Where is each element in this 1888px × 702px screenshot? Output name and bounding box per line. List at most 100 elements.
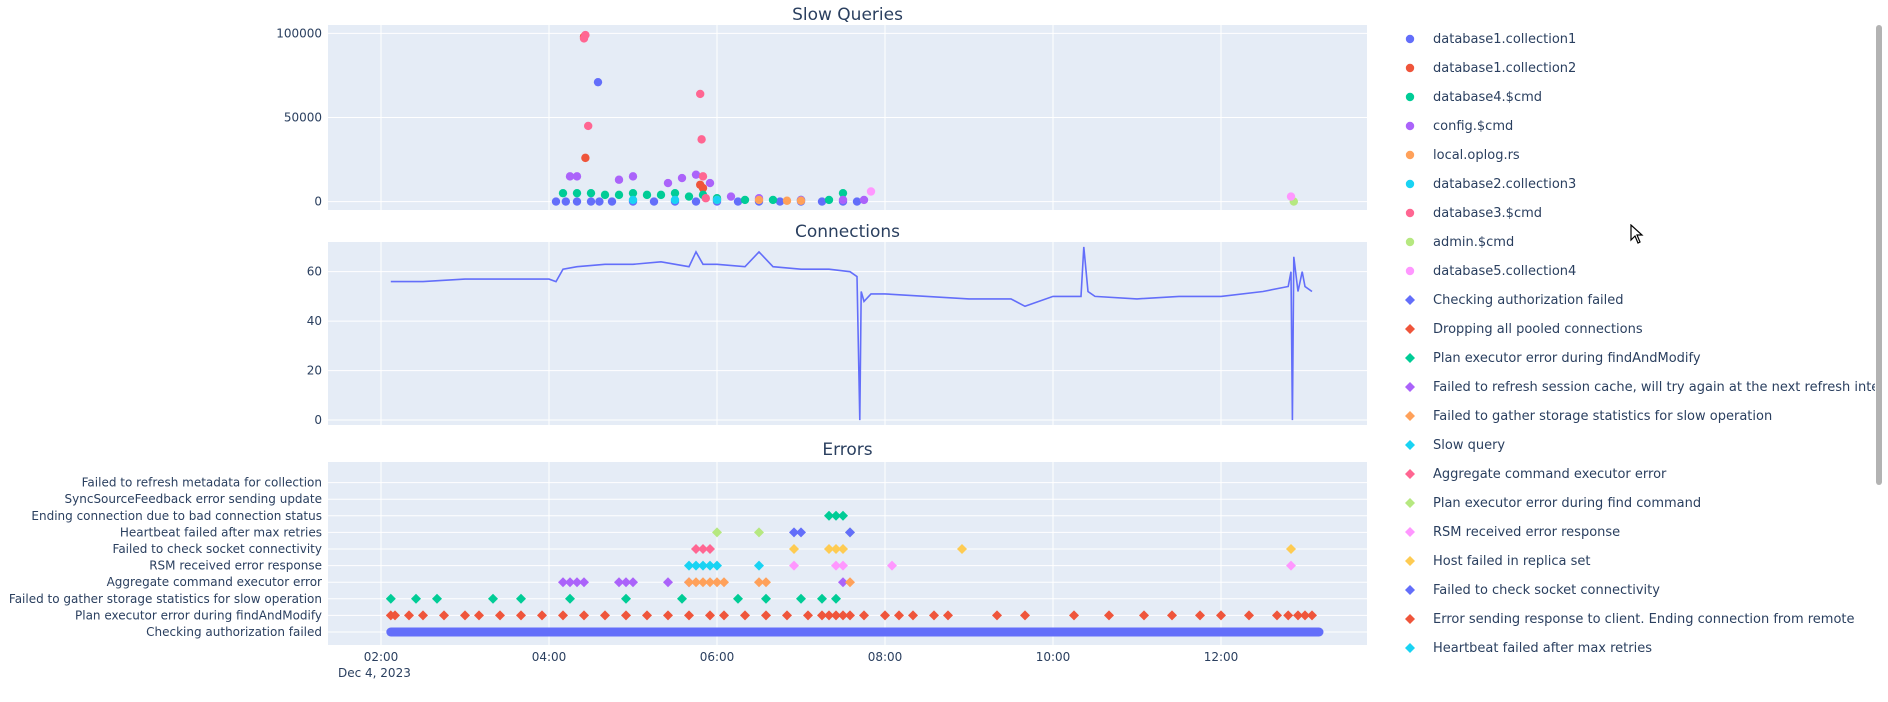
scatter-point[interactable] (593, 77, 603, 87)
error-marker[interactable] (1020, 610, 1030, 621)
error-marker[interactable] (838, 544, 848, 554)
error-marker[interactable] (558, 610, 568, 621)
error-marker[interactable] (691, 577, 701, 588)
scatter-point[interactable] (698, 172, 708, 181)
error-marker[interactable] (411, 593, 421, 604)
error-marker[interactable] (929, 610, 939, 621)
error-marker[interactable] (761, 593, 771, 604)
error-marker[interactable] (572, 577, 582, 588)
scatter-point[interactable] (698, 183, 708, 193)
scatter-point[interactable] (712, 195, 722, 205)
error-marker[interactable] (565, 593, 575, 604)
error-marker[interactable] (684, 560, 694, 571)
scatter-point[interactable] (670, 195, 680, 205)
scatter-point[interactable] (558, 188, 568, 198)
error-marker[interactable] (698, 560, 708, 571)
legend-item[interactable]: database5.collection4 (1395, 259, 1576, 283)
error-marker[interactable] (621, 593, 631, 604)
error-marker[interactable] (782, 610, 792, 621)
error-marker[interactable] (698, 544, 708, 554)
scatter-point[interactable] (691, 197, 701, 206)
scatter-point[interactable] (726, 192, 736, 201)
scatter-point[interactable] (691, 170, 701, 179)
error-marker[interactable] (831, 560, 841, 571)
scatter-point[interactable] (1286, 192, 1296, 201)
error-marker[interactable] (1216, 610, 1226, 621)
error-marker[interactable] (845, 527, 855, 538)
scatter-point[interactable] (852, 197, 862, 206)
legend-item[interactable]: Failed to refresh session cache, will tr… (1395, 375, 1875, 399)
error-marker[interactable] (495, 610, 505, 621)
error-marker[interactable] (663, 610, 673, 621)
error-marker[interactable] (957, 544, 967, 554)
scatter-point[interactable] (701, 194, 710, 203)
scatter-point[interactable] (684, 192, 694, 201)
error-marker[interactable] (1244, 610, 1254, 621)
error-marker[interactable] (803, 610, 813, 621)
error-marker[interactable] (418, 610, 428, 621)
legend-item[interactable]: Slow query (1395, 433, 1505, 457)
error-marker[interactable] (754, 560, 764, 571)
legend-item[interactable]: config.$cmd (1395, 114, 1513, 138)
error-marker[interactable] (838, 560, 848, 571)
scatter-point[interactable] (572, 172, 582, 181)
scatter-point[interactable] (600, 190, 610, 200)
error-marker[interactable] (789, 560, 799, 571)
scatter-point[interactable] (838, 188, 848, 198)
scatter-point[interactable] (628, 172, 638, 181)
error-marker[interactable] (719, 577, 729, 588)
scatter-point[interactable] (733, 197, 743, 206)
error-marker[interactable] (887, 560, 897, 571)
scatter-point[interactable] (586, 188, 596, 198)
error-marker[interactable] (817, 610, 827, 621)
scatter-point[interactable] (584, 121, 593, 131)
error-marker[interactable] (831, 544, 841, 554)
scatter-point[interactable] (677, 173, 687, 183)
error-marker[interactable] (1300, 610, 1310, 621)
scatter-point[interactable] (572, 188, 582, 198)
error-marker[interactable] (642, 610, 652, 621)
connections-line[interactable] (390, 246, 1313, 421)
error-marker[interactable] (404, 610, 414, 621)
error-marker[interactable] (845, 577, 855, 588)
error-marker[interactable] (439, 610, 449, 621)
error-marker[interactable] (385, 593, 396, 604)
error-marker[interactable] (488, 593, 498, 604)
error-marker[interactable] (831, 610, 841, 621)
error-marker[interactable] (684, 577, 694, 588)
legend-item[interactable]: Error sending response to client. Ending… (1395, 607, 1855, 631)
legend-item[interactable]: Plan executor error during find command (1395, 491, 1701, 515)
legend-item[interactable]: Failed to gather storage statistics for … (1395, 404, 1772, 428)
error-marker[interactable] (859, 610, 869, 621)
error-marker[interactable] (754, 527, 764, 538)
error-marker[interactable] (789, 544, 799, 554)
legend-item[interactable]: local.oplog.rs (1395, 143, 1520, 167)
error-marker[interactable] (628, 577, 638, 588)
error-marker[interactable] (684, 610, 694, 621)
error-marker[interactable] (705, 560, 715, 571)
scatter-point[interactable] (614, 190, 624, 200)
error-marker[interactable] (845, 610, 855, 621)
error-marker[interactable] (817, 593, 827, 604)
scatter-point[interactable] (663, 178, 673, 188)
error-marker[interactable] (1069, 610, 1079, 621)
legend-item[interactable]: database1.collection2 (1395, 56, 1576, 80)
error-marker[interactable] (691, 560, 701, 571)
error-marker[interactable] (712, 577, 722, 588)
scatter-point[interactable] (705, 178, 715, 188)
error-marker[interactable] (894, 610, 904, 621)
error-marker[interactable] (1104, 610, 1114, 621)
legend-item[interactable]: database2.collection3 (1395, 172, 1576, 196)
scatter-point[interactable] (565, 172, 575, 181)
error-marker[interactable] (740, 610, 750, 621)
scatter-point[interactable] (581, 30, 590, 40)
scatter-point[interactable] (824, 195, 834, 205)
error-marker[interactable] (390, 610, 400, 621)
error-marker[interactable] (761, 577, 771, 588)
legend-item[interactable]: Heartbeat failed after max retries (1395, 636, 1652, 654)
scatter-point[interactable] (561, 197, 570, 206)
error-marker[interactable] (1286, 544, 1296, 554)
error-marker[interactable] (824, 544, 834, 554)
scatter-point[interactable] (768, 195, 778, 205)
legend-item[interactable]: database3.$cmd (1395, 201, 1542, 225)
